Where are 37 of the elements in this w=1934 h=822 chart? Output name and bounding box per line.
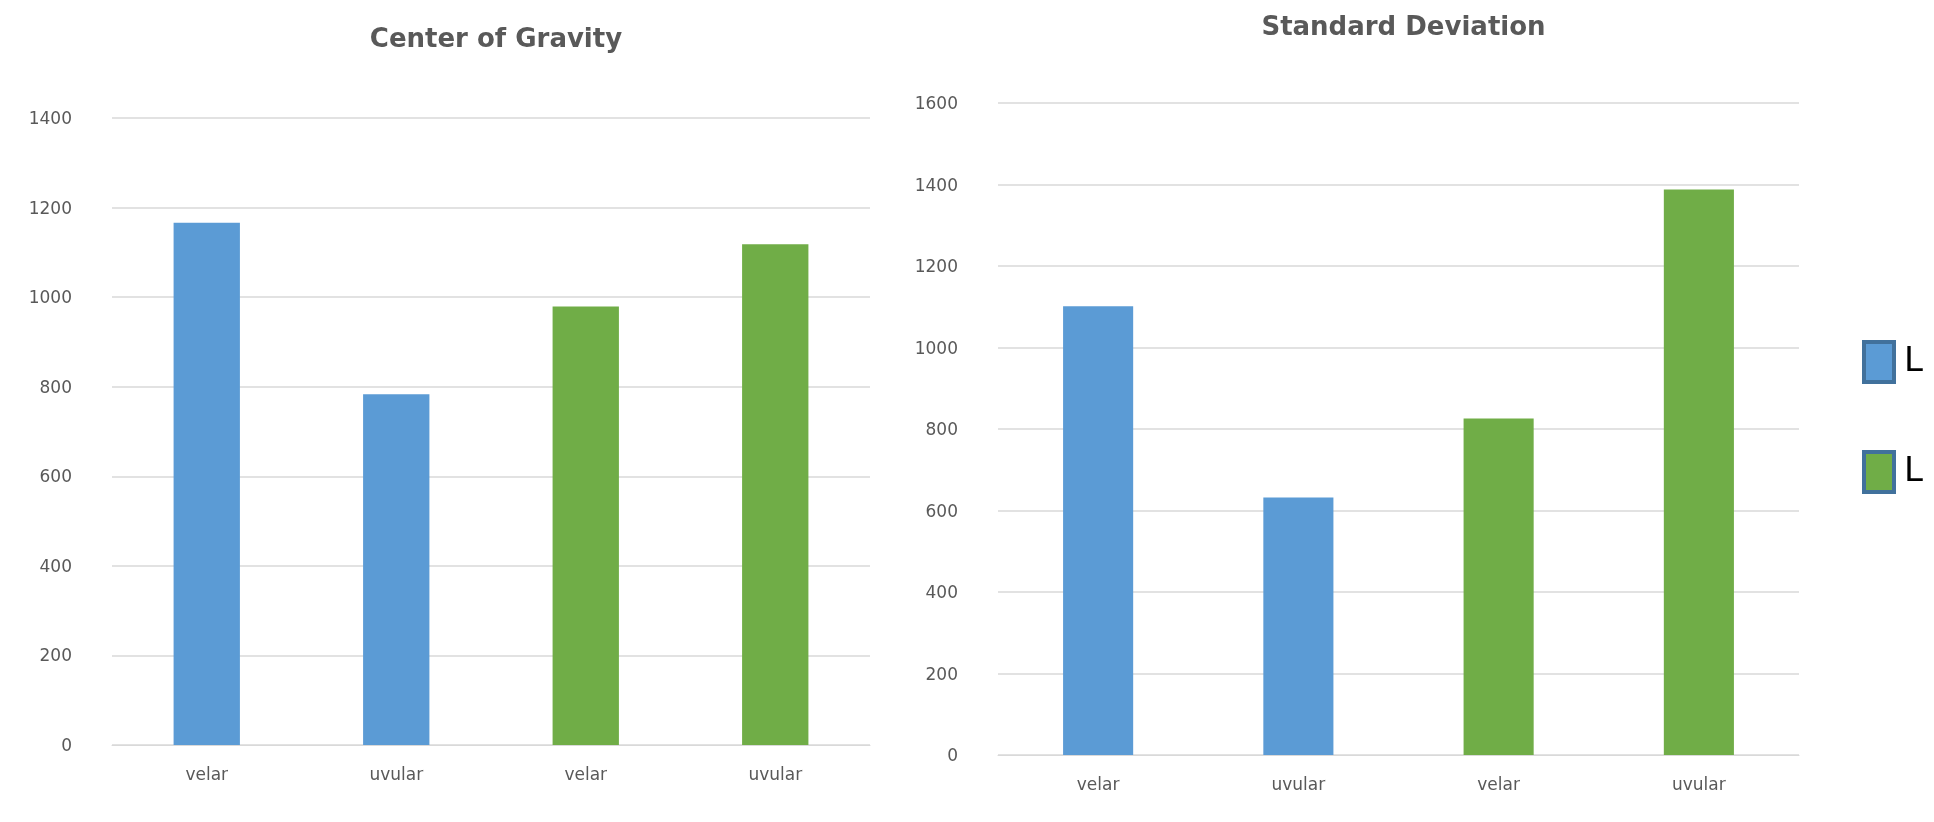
y-tick-label: 600 [39, 466, 72, 487]
x-tick-label: velar [1477, 773, 1520, 794]
bar [552, 306, 619, 745]
chart-title: Center of Gravity [369, 23, 623, 53]
x-tick-label: uvular [369, 763, 424, 784]
x-tick-label: uvular [1672, 773, 1726, 794]
legend-label: L [1904, 449, 1923, 489]
bar [1663, 189, 1734, 755]
y-tick-label: 1200 [28, 197, 72, 218]
y-tick-label: 1200 [914, 256, 958, 276]
y-tick-label: 1000 [914, 337, 958, 358]
y-tick-label: 200 [925, 663, 958, 684]
bar [173, 222, 240, 745]
chart-title: Standard Deviation [1261, 11, 1546, 41]
y-tick-label: 1400 [28, 108, 72, 128]
y-tick-label: 0 [947, 745, 958, 765]
y-tick-label: 400 [925, 582, 958, 602]
x-tick-label: velar [185, 763, 229, 784]
bar [363, 394, 430, 745]
x-tick-label: velar [564, 763, 608, 784]
y-tick-label: 1400 [914, 174, 958, 195]
y-tick-label: 200 [39, 645, 72, 666]
legend-label: L [1904, 339, 1923, 379]
bar [742, 244, 809, 745]
y-tick-label: 400 [39, 555, 72, 576]
y-tick-label: 1000 [28, 287, 72, 308]
x-tick-label: uvular [748, 763, 803, 784]
bar [1463, 418, 1534, 755]
x-tick-label: velar [1076, 773, 1120, 794]
y-tick-label: 0 [61, 735, 72, 755]
y-tick-label: 800 [39, 376, 72, 397]
x-tick-label: uvular [1271, 773, 1326, 794]
y-tick-label: 1600 [914, 93, 958, 113]
y-tick-label: 800 [925, 419, 958, 439]
bar [1263, 497, 1334, 755]
bar [1063, 306, 1134, 755]
y-tick-label: 600 [925, 500, 958, 521]
